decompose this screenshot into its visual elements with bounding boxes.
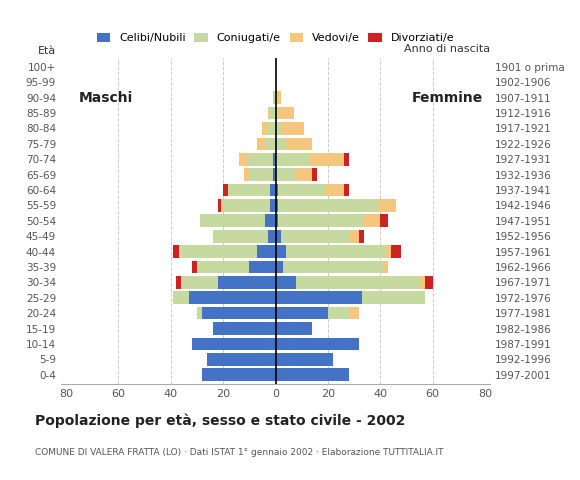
Bar <box>383 261 388 273</box>
Bar <box>197 307 202 320</box>
Bar <box>218 199 220 212</box>
Bar <box>273 153 275 166</box>
Text: Maschi: Maschi <box>79 91 133 105</box>
Bar <box>239 153 246 166</box>
Bar <box>276 199 278 212</box>
Bar <box>267 107 270 120</box>
Bar <box>343 184 349 196</box>
Bar <box>246 153 273 166</box>
Bar <box>276 230 281 242</box>
Bar <box>218 276 276 288</box>
Bar <box>213 230 267 242</box>
Bar <box>223 199 270 212</box>
Bar <box>270 199 276 212</box>
Bar <box>213 322 276 335</box>
Bar <box>343 153 349 166</box>
Bar <box>182 276 218 288</box>
Bar <box>257 245 276 258</box>
Bar <box>276 337 359 350</box>
Bar <box>276 307 328 320</box>
Bar <box>349 230 359 242</box>
Bar <box>276 122 281 135</box>
Bar <box>281 230 349 242</box>
Legend: Celibi/Nubili, Coniugati/e, Vedovi/e, Divorziati/e: Celibi/Nubili, Coniugati/e, Vedovi/e, Di… <box>95 31 456 46</box>
Bar <box>276 91 281 104</box>
Bar <box>276 369 349 381</box>
Bar <box>273 168 275 181</box>
Bar <box>276 153 310 166</box>
Bar <box>257 137 265 150</box>
Bar <box>173 245 179 258</box>
Bar <box>364 215 380 227</box>
Bar <box>244 168 249 181</box>
Bar <box>220 199 223 212</box>
Bar <box>192 261 197 273</box>
Bar <box>284 261 383 273</box>
Bar <box>197 261 249 273</box>
Bar <box>328 307 349 320</box>
Bar <box>359 230 364 242</box>
Text: Età: Età <box>38 46 56 56</box>
Bar <box>189 291 276 304</box>
Bar <box>276 322 312 335</box>
Bar <box>278 199 378 212</box>
Bar <box>362 291 425 304</box>
Bar <box>173 291 189 304</box>
Text: COMUNE DI VALERA FRATTA (LO) · Dati ISTAT 1° gennaio 2002 · Elaborazione TUTTITA: COMUNE DI VALERA FRATTA (LO) · Dati ISTA… <box>35 448 443 457</box>
Bar <box>273 91 275 104</box>
Bar <box>380 215 388 227</box>
Bar <box>229 184 270 196</box>
Bar <box>278 107 294 120</box>
Bar <box>176 276 182 288</box>
Bar <box>276 291 362 304</box>
Bar <box>278 215 364 227</box>
Bar <box>286 245 386 258</box>
Bar <box>270 184 276 196</box>
Text: Anno di nascita: Anno di nascita <box>404 44 490 54</box>
Bar <box>276 107 278 120</box>
Bar <box>312 168 317 181</box>
Bar <box>192 337 276 350</box>
Bar <box>276 168 296 181</box>
Bar <box>349 307 359 320</box>
Bar <box>281 122 304 135</box>
Bar <box>270 107 276 120</box>
Bar <box>296 276 419 288</box>
Bar <box>267 230 275 242</box>
Bar <box>223 184 229 196</box>
Text: Popolazione per età, sesso e stato civile - 2002: Popolazione per età, sesso e stato civil… <box>35 413 405 428</box>
Bar <box>276 261 284 273</box>
Bar <box>391 245 401 258</box>
Bar <box>276 184 278 196</box>
Bar <box>262 122 267 135</box>
Bar <box>276 353 333 366</box>
Bar <box>286 137 312 150</box>
Bar <box>200 215 265 227</box>
Bar <box>419 276 425 288</box>
Bar <box>310 153 343 166</box>
Bar <box>179 245 257 258</box>
Bar <box>202 307 276 320</box>
Bar <box>276 276 296 288</box>
Bar <box>296 168 312 181</box>
Bar <box>276 215 278 227</box>
Bar <box>249 168 273 181</box>
Bar <box>325 184 343 196</box>
Bar <box>276 137 286 150</box>
Bar <box>265 137 276 150</box>
Bar <box>249 261 276 273</box>
Bar <box>202 369 276 381</box>
Bar <box>267 122 275 135</box>
Bar <box>265 215 276 227</box>
Bar <box>386 245 391 258</box>
Text: Femmine: Femmine <box>412 91 483 105</box>
Bar <box>278 184 325 196</box>
Bar <box>378 199 396 212</box>
Bar <box>425 276 433 288</box>
Bar <box>276 245 286 258</box>
Bar <box>208 353 276 366</box>
